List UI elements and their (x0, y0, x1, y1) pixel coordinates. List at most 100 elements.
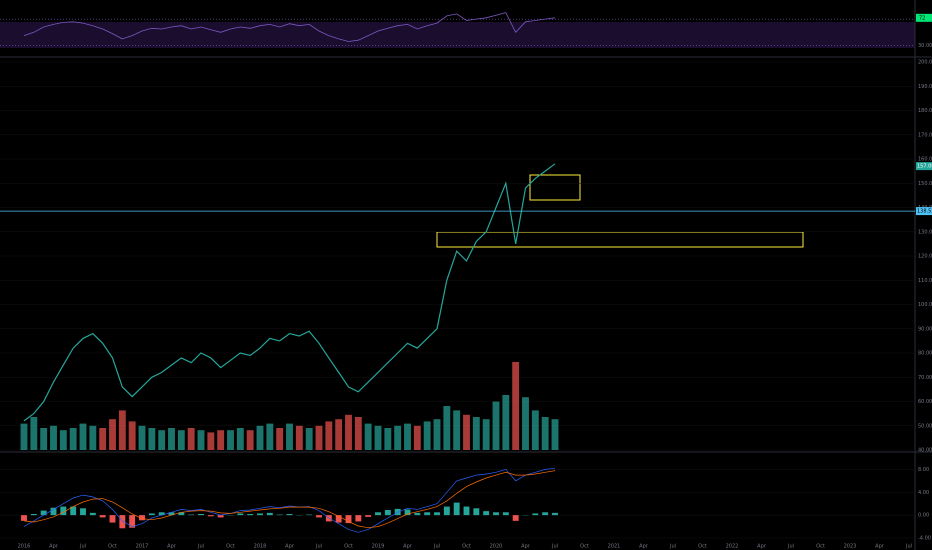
volume-bar (325, 421, 333, 450)
macd-histogram-bar (188, 514, 195, 516)
volume-bar (30, 417, 38, 450)
volume-bar (551, 419, 559, 450)
y-tick-label: 90.00 (918, 326, 932, 332)
x-tick-label: 2023 (844, 544, 857, 550)
macd-histogram-bar (119, 515, 126, 529)
volume-bar (79, 423, 87, 450)
macd-histogram-bar (532, 513, 539, 516)
volume-bar (99, 428, 107, 450)
macd-histogram-bar (60, 506, 67, 516)
macd-histogram-bar (502, 512, 509, 516)
rsi-tag (916, 13, 932, 22)
volume-bar (423, 421, 431, 450)
x-tick-label: 2018 (254, 544, 267, 550)
x-tick-label: Apr (757, 544, 767, 550)
x-tick-label: Jul (551, 544, 558, 550)
volume-bar (384, 428, 392, 450)
x-tick-label: Oct (698, 544, 707, 550)
volume-bar (148, 428, 156, 450)
x-tick-label: Apr (403, 544, 413, 550)
x-tick-label: Apr (49, 544, 59, 550)
y-tick-label: 4.00 (918, 490, 929, 496)
volume-bar (276, 428, 284, 450)
macd-histogram-bar (286, 514, 293, 516)
x-tick-label: 2016 (18, 544, 31, 550)
x-tick-label: Apr (167, 544, 177, 550)
y-tick-label: 40.00 (918, 448, 932, 454)
volume-bar (345, 414, 352, 450)
volume-bar (187, 428, 195, 450)
volume-bar (364, 423, 372, 450)
macd-histogram-bar (316, 515, 322, 518)
x-tick-label: Jul (669, 544, 676, 550)
x-tick-label: Apr (521, 544, 531, 550)
x-tick-label: 2022 (726, 544, 739, 550)
macd-histogram-bar (207, 515, 214, 517)
volume-bar (463, 414, 470, 450)
macd-histogram-bar (276, 514, 283, 516)
volume-bar (541, 417, 549, 450)
volume-bar (286, 423, 293, 450)
macd-histogram-bar (434, 512, 440, 516)
y-tick-label: -4.00 (918, 536, 931, 542)
y-tick-label: 130.00 (918, 229, 932, 235)
macd-histogram-bar (384, 510, 391, 516)
y-tick-label: 50.00 (918, 423, 932, 429)
volume-bar (236, 428, 244, 450)
y-tick-label: 190.00 (918, 84, 932, 90)
volume-bar (207, 432, 215, 450)
macd-line (23, 467, 556, 533)
macd-histogram-bar (306, 514, 313, 516)
x-tick-label: Apr (639, 544, 649, 550)
x-tick-label: Oct (462, 544, 471, 550)
volume-bar (404, 423, 411, 450)
x-tick-label: Oct (816, 544, 825, 550)
volume-bar (531, 410, 539, 450)
macd-histogram-bar (109, 515, 116, 523)
macd-histogram-bar (404, 509, 411, 516)
volume-bar (246, 430, 254, 450)
y-tick-label: 30.00 (918, 43, 932, 49)
x-tick-label: Oct (344, 544, 353, 550)
x-tick-label: 2019 (372, 544, 385, 550)
volume-bar (89, 425, 97, 450)
macd-histogram-bar (493, 512, 499, 516)
macd-histogram-bar (542, 512, 549, 516)
volume-bar (197, 430, 205, 450)
macd-histogram-bar (99, 515, 106, 518)
y-tick-label: 80.00 (918, 351, 932, 357)
volume-bar (128, 421, 136, 450)
macd-histogram-bar (139, 515, 145, 521)
volume-bar (522, 397, 529, 450)
x-tick-label: Apr (285, 544, 295, 550)
x-tick-label: Oct (108, 544, 117, 550)
volume-bar (335, 419, 343, 450)
zone-box (529, 174, 581, 201)
macd-histogram-bar (198, 514, 204, 516)
macd-histogram-bar (40, 510, 47, 516)
volume-bar (109, 419, 116, 450)
y-tick-label: 180.00 (918, 108, 932, 114)
x-tick-label: 2017 (136, 544, 149, 550)
macd-histogram-bar (237, 513, 244, 516)
signal-line (23, 470, 556, 529)
volume-bar (305, 428, 313, 450)
x-tick-label: Jul (315, 544, 322, 550)
volume-bar (512, 362, 520, 450)
x-tick-label: Oct (226, 544, 235, 550)
macd-histogram-bar (80, 508, 86, 516)
macd-histogram-bar (463, 506, 470, 516)
macd-histogram-bar (483, 511, 490, 516)
macd-histogram-bar (129, 515, 136, 528)
volume-bar (138, 425, 146, 450)
x-tick-label: Jul (787, 544, 794, 550)
y-tick-label: 110.00 (918, 278, 932, 284)
macd-histogram-bar (453, 502, 460, 516)
volume-bar (482, 419, 490, 450)
volume-bar (315, 425, 323, 450)
y-tick-label: 150.00 (918, 181, 932, 187)
x-tick-label: Apr (875, 544, 885, 550)
price-tag (916, 162, 932, 171)
price-line (23, 163, 556, 422)
